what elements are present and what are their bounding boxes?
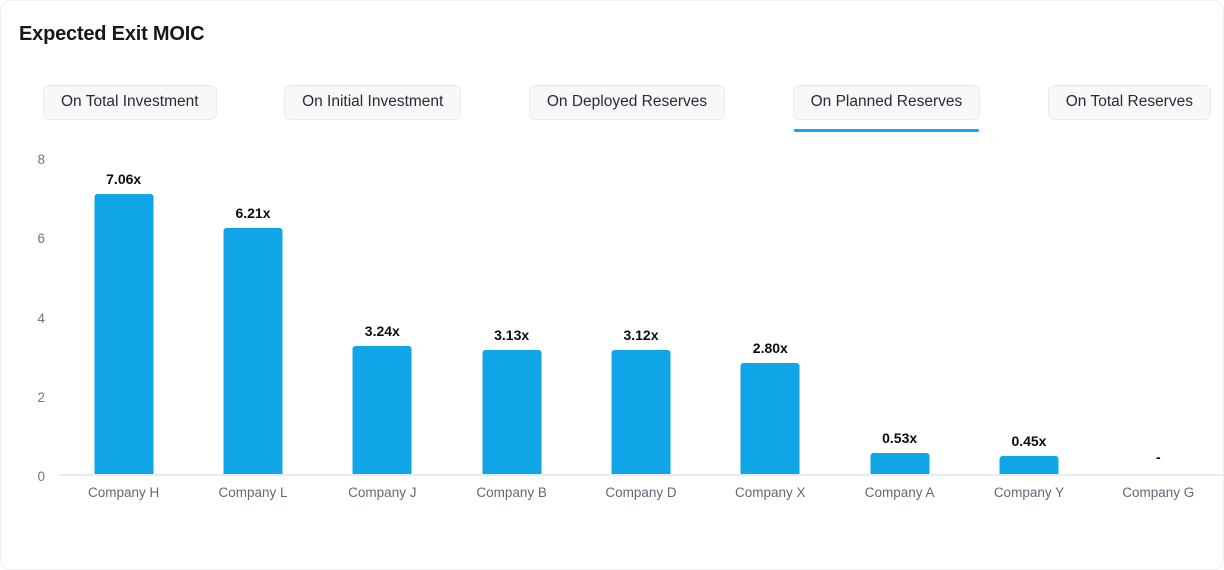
bar-value-label: 0.45x	[1011, 433, 1047, 449]
tab-on-total-reserves[interactable]: On Total Reserves	[1047, 85, 1211, 120]
bar-column: 3.24x Company J	[318, 159, 447, 499]
tab-label: On Planned Reserves	[810, 93, 963, 110]
tab-on-planned-reserves[interactable]: On Planned Reserves	[792, 85, 981, 132]
bar-column: 7.06x Company H	[59, 159, 188, 499]
bar-column: 3.13x Company B	[447, 159, 576, 499]
bar[interactable]	[740, 363, 800, 474]
bar-chart: 0 2 4 6 8 7.06x Company H 6.21x Company L 3.…	[1, 146, 1223, 526]
bar-value-label: 2.80x	[752, 340, 788, 356]
category-label: Company Y	[993, 485, 1065, 500]
tab-label: On Total Investment	[61, 93, 199, 110]
bar-column: 0.53x Company A	[835, 159, 964, 499]
active-tab-underline	[793, 128, 980, 132]
category-label: Company B	[476, 485, 547, 500]
tab-bar: On Total Investment On Initial Investmen…	[43, 85, 1211, 132]
category-label: Company L	[218, 485, 288, 500]
bar[interactable]	[94, 194, 154, 474]
tab-label: On Total Reserves	[1065, 93, 1193, 110]
category-label: Company D	[605, 485, 677, 500]
tab-on-deployed-reserves[interactable]: On Deployed Reserves	[528, 85, 726, 120]
bar-value-label: -	[1155, 449, 1161, 465]
bar-column: 2.80x Company X	[706, 159, 835, 499]
bar-column: 0.45x Company Y	[964, 159, 1093, 499]
y-axis-tick-label: 4	[37, 310, 45, 326]
category-label: Company H	[88, 485, 160, 500]
bar[interactable]	[482, 350, 542, 474]
bar-value-label: 6.21x	[235, 205, 271, 221]
bar[interactable]	[352, 346, 412, 474]
y-axis-tick-label: 6	[37, 231, 45, 247]
bar-value-label: 3.13x	[494, 327, 530, 343]
bar-value-label: 0.53x	[882, 430, 918, 446]
plot-area: 7.06x Company H 6.21x Company L 3.24x Co…	[59, 159, 1223, 499]
category-label: Company J	[348, 485, 417, 500]
bar[interactable]	[870, 453, 930, 474]
page-title: Expected Exit MOIC	[19, 23, 205, 45]
y-axis-tick-label: 8	[37, 152, 45, 167]
bar-value-label: 3.24x	[364, 323, 400, 339]
bar-column: - Company G	[1094, 159, 1223, 499]
bar-column: 3.12x Company D	[576, 159, 705, 499]
bar-value-label: 3.12x	[623, 327, 659, 343]
y-axis-tick-label: 0	[37, 469, 45, 484]
category-label: Company G	[1122, 485, 1195, 500]
y-axis-tick-label: 2	[37, 389, 45, 405]
category-label: Company A	[864, 485, 935, 500]
bar-value-label: 7.06x	[106, 171, 142, 187]
bar-column: 6.21x Company L	[188, 159, 317, 499]
tab-on-total-investment[interactable]: On Total Investment	[43, 85, 217, 120]
bar[interactable]	[223, 228, 283, 474]
bar[interactable]	[999, 456, 1059, 474]
tab-on-initial-investment[interactable]: On Initial Investment	[284, 85, 462, 120]
tab-label: On Deployed Reserves	[546, 93, 708, 110]
bar[interactable]	[611, 350, 671, 474]
category-label: Company X	[735, 485, 806, 500]
tab-label: On Initial Investment	[302, 93, 444, 110]
